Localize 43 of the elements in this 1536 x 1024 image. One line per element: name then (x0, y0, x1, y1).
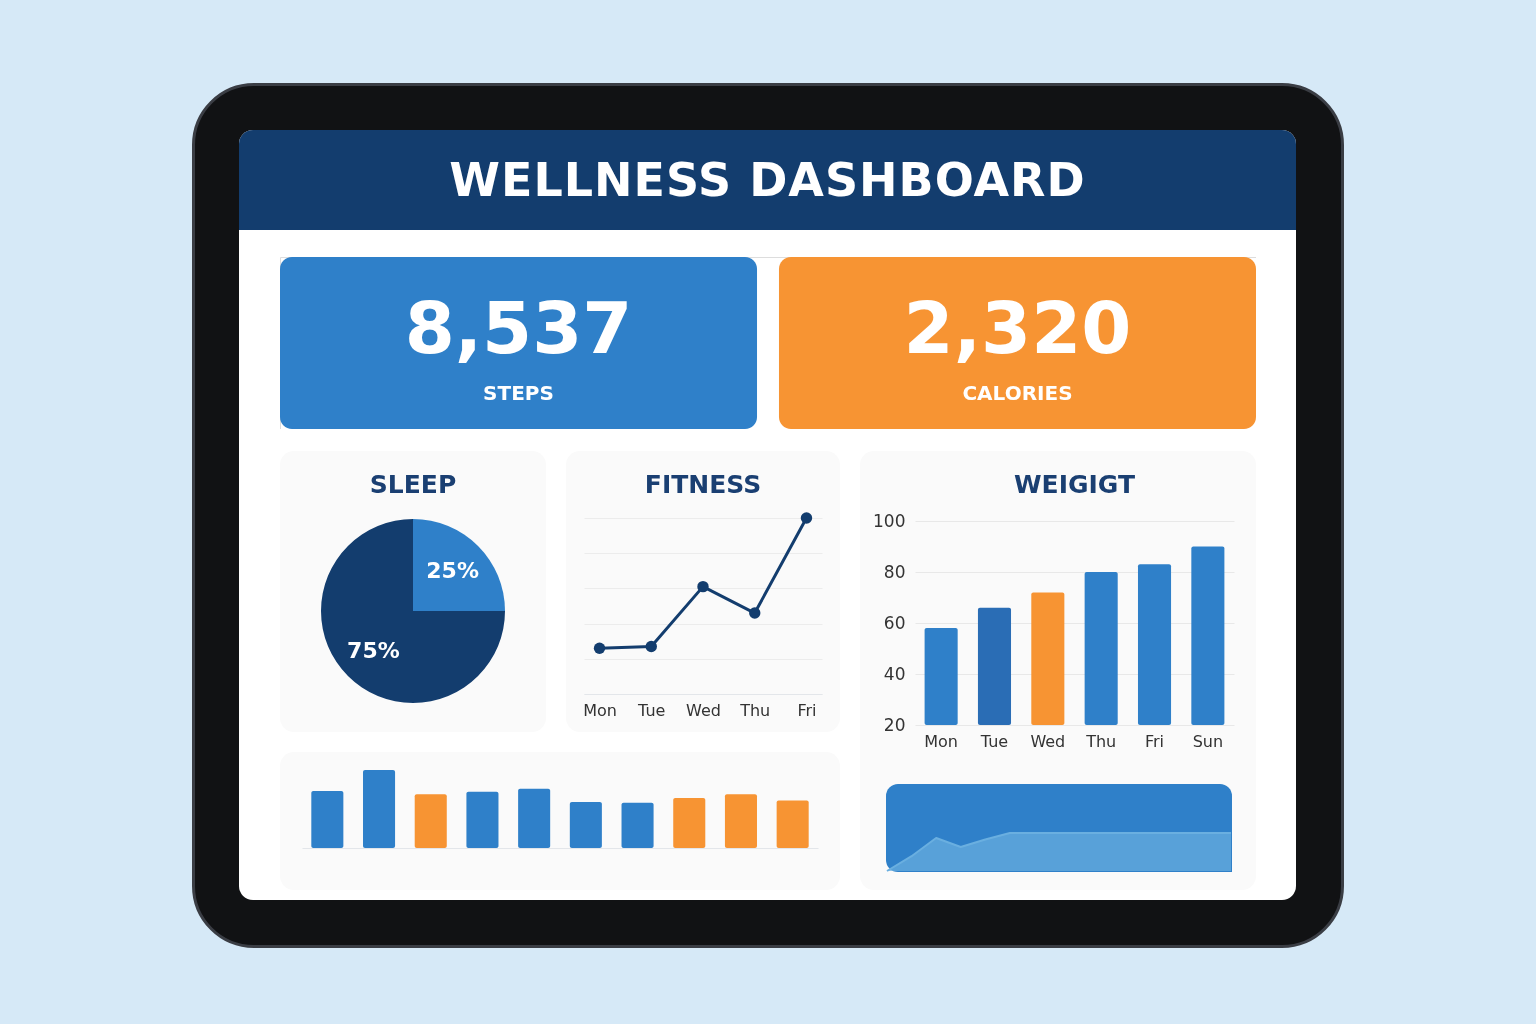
category-label: CALORIES (962, 381, 1073, 405)
y-tick-label: 80 (883, 561, 906, 582)
x-tick-label: Fri (1144, 731, 1165, 751)
bar (518, 788, 551, 848)
point (697, 580, 709, 593)
y-tick-label: 60 (883, 612, 906, 633)
data-label: 25% (426, 558, 479, 584)
point (645, 640, 657, 653)
x-tick-label: Mon (924, 731, 959, 751)
x-tick-label: Fri (797, 700, 817, 720)
x-tick-label: Tue (979, 731, 1009, 751)
bar (673, 798, 706, 848)
data-label: 8,537 (404, 286, 633, 370)
y-tick-label: 20 (883, 714, 906, 735)
bar (414, 794, 447, 848)
chart-title: FITNESS (644, 470, 762, 500)
data-label: 75% (347, 637, 400, 663)
x-tick-label: Sun (1192, 731, 1224, 751)
y-tick-label: 40 (883, 663, 906, 684)
text: WELLNESS DASHBOARD (239, 130, 1296, 230)
point (593, 642, 606, 654)
category-label: STEPS (483, 381, 554, 405)
chart-title: SLEEP (369, 470, 457, 499)
x-tick-label: Thu (739, 700, 771, 720)
bar (776, 800, 809, 848)
bar (569, 801, 602, 848)
x-tick-label: Wed (686, 700, 721, 720)
x-tick-label: Wed (1030, 731, 1066, 751)
point (800, 512, 813, 524)
chart-title: WEIGIGT (1014, 470, 1135, 499)
y-tick-label: 100 (873, 510, 906, 531)
x-tick-label: Thu (1085, 731, 1117, 751)
x-tick-label: Mon (583, 700, 617, 720)
point (749, 607, 761, 619)
bar (466, 791, 499, 848)
bar (621, 802, 654, 848)
x-tick-label: Tue (637, 700, 666, 720)
bar (311, 791, 344, 848)
bar (363, 770, 396, 848)
pie-slice (321, 519, 505, 703)
data-label: 2,320 (903, 286, 1132, 370)
bar (724, 794, 757, 848)
pie-slice (413, 519, 505, 611)
